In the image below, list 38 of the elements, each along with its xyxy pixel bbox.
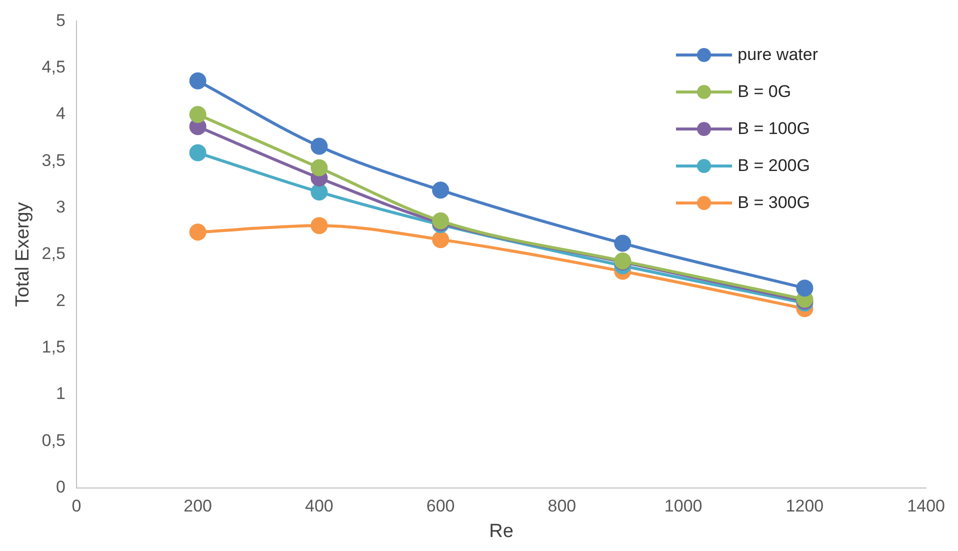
y-tick-label: 2 <box>56 290 66 310</box>
x-tick-label: 1200 <box>786 496 824 516</box>
point <box>432 182 450 199</box>
point <box>310 159 328 176</box>
point <box>310 217 328 234</box>
x-axis-title: Re <box>489 520 514 542</box>
x-tick-label: 800 <box>548 496 576 516</box>
point <box>310 138 328 155</box>
y-tick-label: 0 <box>56 477 66 496</box>
y-tick-label: 2,5 <box>42 244 66 264</box>
point <box>796 280 814 297</box>
x-tick-label: 0 <box>72 496 82 516</box>
y-tick-label: 4 <box>56 104 66 124</box>
x-tick-label: 1400 <box>907 496 946 516</box>
x-tick-label: 200 <box>184 496 212 516</box>
point <box>189 72 206 90</box>
legend-label: B = 200G <box>738 156 810 176</box>
y-axis-title: Total Exergy <box>12 202 34 307</box>
point <box>432 231 450 248</box>
y-tick-label: 3,5 <box>42 150 66 170</box>
legend-label: B = 100G <box>738 118 810 138</box>
point <box>189 144 206 162</box>
point <box>189 106 206 124</box>
y-tick-label: 4,5 <box>42 58 66 77</box>
x-tick-label: 1000 <box>664 496 702 516</box>
x-tick-label: 400 <box>305 496 334 516</box>
point <box>614 234 632 252</box>
legend-label: B = 0G <box>738 82 792 102</box>
y-tick-label: 0,5 <box>42 430 66 450</box>
legend-label: pure water <box>738 44 818 64</box>
x-tick-label: 600 <box>426 496 455 516</box>
point <box>310 183 328 200</box>
point <box>189 224 206 241</box>
y-tick-label: 1 <box>56 384 66 404</box>
y-tick-label: 3 <box>56 198 66 217</box>
y-tick-label: 1,5 <box>42 338 66 357</box>
y-tick-label: 5 <box>56 10 66 30</box>
legend-label: B = 300G <box>738 192 810 212</box>
